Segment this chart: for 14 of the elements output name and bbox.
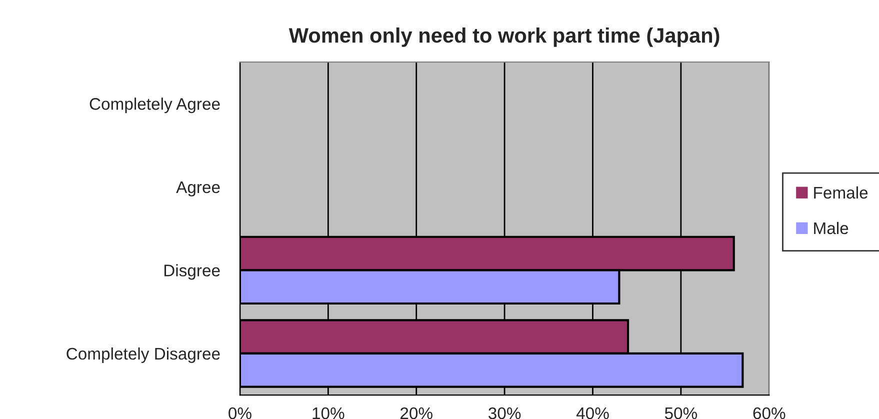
x-tick-label: 50% bbox=[664, 407, 698, 419]
x-tick-label: 40% bbox=[576, 407, 609, 419]
chart-title: Women only need to work part time (Japan) bbox=[288, 27, 720, 47]
x-tick-label: 10% bbox=[312, 407, 344, 419]
y-tick-label: Disgree bbox=[164, 264, 220, 280]
x-tick-label: 20% bbox=[400, 407, 432, 419]
x-tick-label: 30% bbox=[488, 407, 521, 419]
x-tick-label: 0% bbox=[228, 407, 252, 419]
x-tick-label: 60% bbox=[753, 407, 786, 419]
legend-label: Male bbox=[814, 222, 848, 234]
y-tick-label: Completely Disagree bbox=[66, 347, 220, 363]
legend-label: Female bbox=[814, 186, 868, 199]
y-tick-label: Completely Agree bbox=[90, 98, 220, 114]
y-tick-label: Agree bbox=[176, 182, 220, 196]
